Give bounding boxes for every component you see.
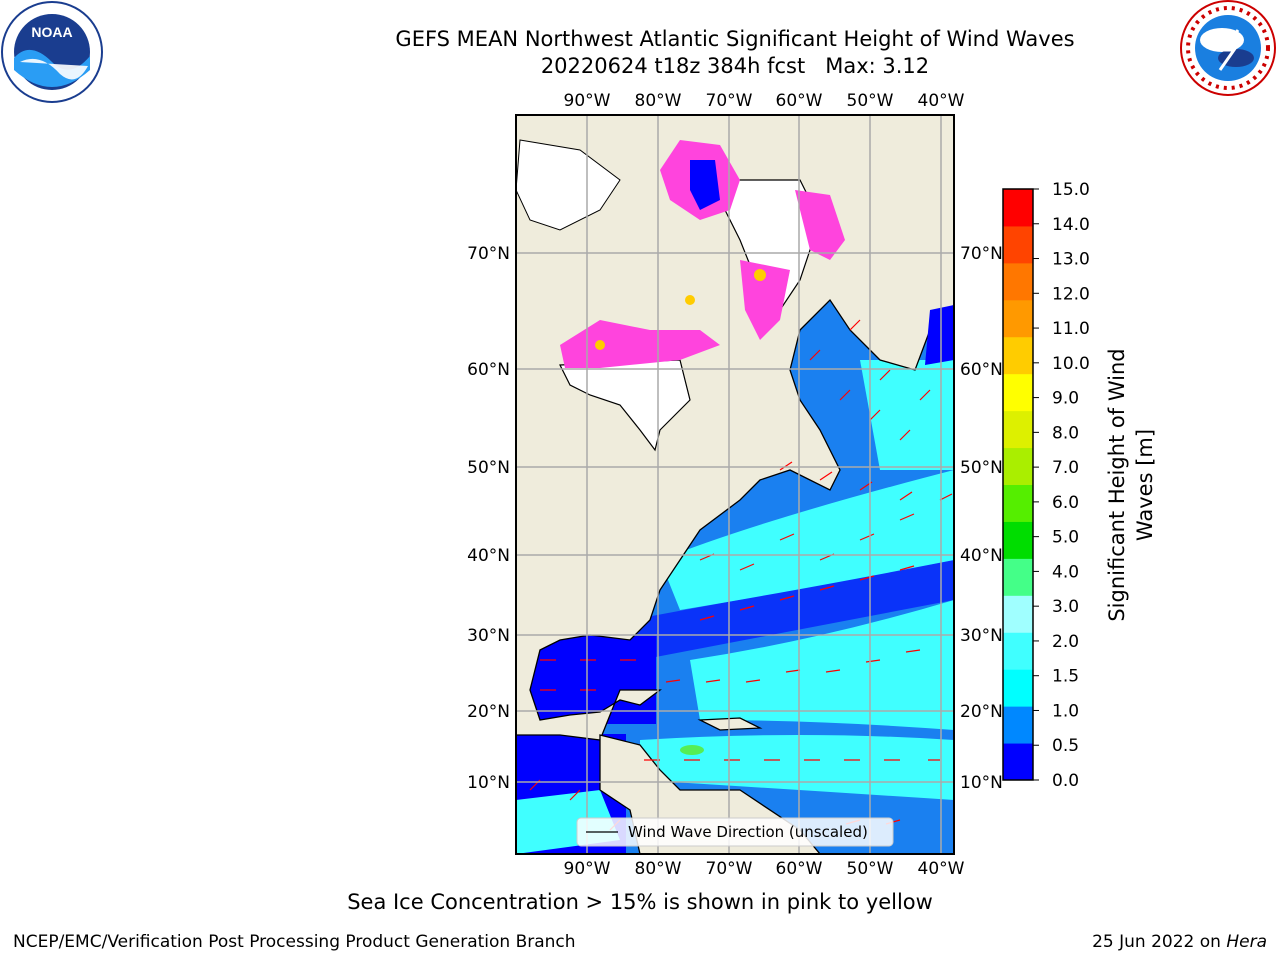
lon-label-top: 40°W — [918, 91, 965, 111]
legend-label: Wind Wave Direction (unscaled) — [628, 823, 868, 841]
lon-label-bottom: 90°W — [564, 859, 611, 879]
lon-label-top: 80°W — [635, 91, 682, 111]
lat-label-right: 70°N — [960, 244, 1003, 264]
colorbar — [1003, 189, 1033, 781]
map-frame — [515, 114, 955, 855]
colorbar-segment — [1003, 447, 1033, 485]
colorbar-segment — [1003, 189, 1033, 227]
colorbar-tick-label: 12.0 — [1052, 284, 1090, 304]
colorbar-segment — [1003, 632, 1033, 670]
colorbar-ticks: 15.0 14.0 13.0 12.0 11.0 10.0 9.0 8.0 7.0 6.0 5.0 4… — [1033, 180, 1090, 791]
lat-label-left: 70°N — [467, 244, 510, 264]
colorbar-tick-label: 0.5 — [1052, 736, 1079, 756]
footer-date: 25 Jun 2022 on Hera — [1092, 932, 1267, 952]
colorbar-tick-label: 14.0 — [1052, 215, 1090, 235]
gridlines — [516, 115, 954, 854]
colorbar-tick-label: 11.0 — [1052, 319, 1090, 339]
lat-label-left: 10°N — [467, 773, 510, 793]
colorbar-tick-label: 13.0 — [1052, 250, 1090, 270]
lon-label-top: 60°W — [776, 91, 823, 111]
colorbar-frame — [1002, 188, 1034, 781]
colorbar-tick-label: 10.0 — [1052, 354, 1090, 374]
colorbar-segment — [1003, 558, 1033, 596]
colorbar-tick-label: 0.0 — [1052, 771, 1079, 791]
lat-label-right: 40°N — [960, 546, 1003, 566]
colorbar-label-line2: Waves [m] — [1133, 429, 1157, 541]
lat-label-right: 10°N — [960, 773, 1003, 793]
colorbar-segment — [1003, 484, 1033, 522]
colorbar-segment — [1003, 595, 1033, 633]
noaa-logo-text: NOAA — [31, 24, 72, 40]
colorbar-label-line1: Significant Height of Wind — [1105, 348, 1129, 621]
footer-host: Hera — [1226, 932, 1267, 952]
colorbar-segment — [1003, 706, 1033, 744]
lat-label-right: 20°N — [960, 702, 1003, 722]
lat-label-left: 50°N — [467, 458, 510, 478]
nws-logo-icon — [1180, 0, 1276, 96]
lat-label-left: 20°N — [467, 702, 510, 722]
colorbar-tick-label: 5.0 — [1052, 528, 1079, 548]
lon-label-bottom: 50°W — [847, 859, 894, 879]
colorbar-tick-label: 15.0 — [1052, 180, 1090, 200]
wind-wave-arrows — [529, 319, 953, 831]
lat-label-right: 60°N — [960, 360, 1003, 380]
lat-label-right: 50°N — [960, 458, 1003, 478]
colorbar-segment — [1003, 373, 1033, 412]
colorbar-tick-label: 1.5 — [1052, 667, 1079, 687]
colorbar-tick-label: 6.0 — [1052, 493, 1079, 513]
lon-label-bottom: 70°W — [706, 859, 753, 879]
lat-label-left: 40°N — [467, 546, 510, 566]
colorbar-tick-label: 9.0 — [1052, 389, 1079, 409]
colorbar-segment — [1003, 262, 1033, 301]
chart-subtitle: 20220624 t18z 384h fcst Max: 3.12 — [540, 54, 930, 78]
colorbar-segment — [1003, 225, 1033, 264]
lon-label-top: 50°W — [847, 91, 894, 111]
lon-label-bottom: 40°W — [918, 859, 965, 879]
footer-note: Sea Ice Concentration > 15% is shown in … — [347, 890, 933, 914]
footer-credit: NCEP/EMC/Verification Post Processing Pr… — [13, 932, 576, 952]
lon-label-top: 70°W — [706, 91, 753, 111]
colorbar-segment — [1003, 521, 1033, 559]
lon-label-top: 90°W — [564, 91, 611, 111]
colorbar-segment — [1003, 410, 1033, 449]
colorbar-tick-label: 1.0 — [1052, 701, 1079, 721]
lon-label-bottom: 80°W — [635, 859, 682, 879]
colorbar-tick-label: 3.0 — [1052, 597, 1079, 617]
chart-title: GEFS MEAN Northwest Atlantic Significant… — [395, 27, 1075, 51]
colorbar-tick-label: 2.0 — [1052, 632, 1079, 652]
colorbar-segment — [1003, 743, 1033, 781]
footer-date-text: 25 Jun 2022 on — [1092, 932, 1227, 952]
legend-box — [576, 817, 894, 847]
lat-label-right: 30°N — [960, 626, 1003, 646]
colorbar-segment — [1003, 299, 1033, 338]
colorbar-segment — [1003, 669, 1033, 707]
noaa-logo-icon: NOAA — [1, 1, 103, 103]
lat-label-left: 60°N — [467, 360, 510, 380]
colorbar-segment — [1003, 336, 1033, 375]
colorbar-tick-label: 4.0 — [1052, 562, 1079, 582]
lon-label-bottom: 60°W — [776, 859, 823, 879]
colorbar-tick-label: 8.0 — [1052, 423, 1079, 443]
colorbar-tick-label: 7.0 — [1052, 458, 1079, 478]
lat-label-left: 30°N — [467, 626, 510, 646]
